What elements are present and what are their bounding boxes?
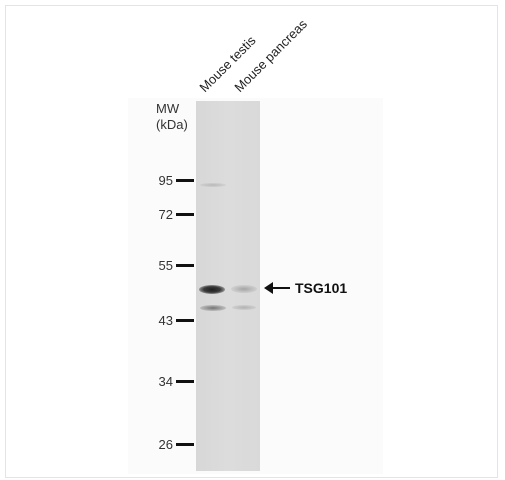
band-pancreas-main <box>231 285 257 293</box>
mw-title-line2: (kDa) <box>156 117 188 132</box>
mw-marker-tick <box>176 178 194 182</box>
left-arrow-icon <box>264 282 290 294</box>
mw-marker-value: 55 <box>158 257 173 273</box>
mw-marker-26: 26 <box>140 436 194 452</box>
mw-marker-55: 55 <box>140 257 194 273</box>
mw-marker-value: 26 <box>158 436 173 452</box>
mw-marker-95: 95 <box>140 172 194 188</box>
mw-marker-72: 72 <box>140 206 194 222</box>
mw-marker-tick <box>176 379 194 383</box>
mw-marker-value: 95 <box>158 172 173 188</box>
mw-marker-tick <box>176 442 194 446</box>
band-testis-faint-95 <box>200 183 226 187</box>
mw-title: MW (kDa) <box>156 101 188 133</box>
mw-marker-value: 34 <box>158 373 173 389</box>
target-protein-label: TSG101 <box>295 280 348 296</box>
mw-marker-value: 72 <box>158 206 173 222</box>
target-annotation: TSG101 <box>264 278 348 298</box>
band-testis-lower <box>200 305 226 311</box>
mw-marker-value: 43 <box>158 312 173 328</box>
mw-title-line1: MW <box>156 101 180 116</box>
band-pancreas-lower <box>232 305 256 310</box>
blot-membrane <box>196 101 260 471</box>
mw-marker-34: 34 <box>140 373 194 389</box>
mw-marker-43: 43 <box>140 312 194 328</box>
mw-marker-tick <box>176 212 194 216</box>
mw-marker-tick <box>176 318 194 322</box>
mw-marker-tick <box>176 263 194 267</box>
band-testis-main <box>199 285 225 294</box>
